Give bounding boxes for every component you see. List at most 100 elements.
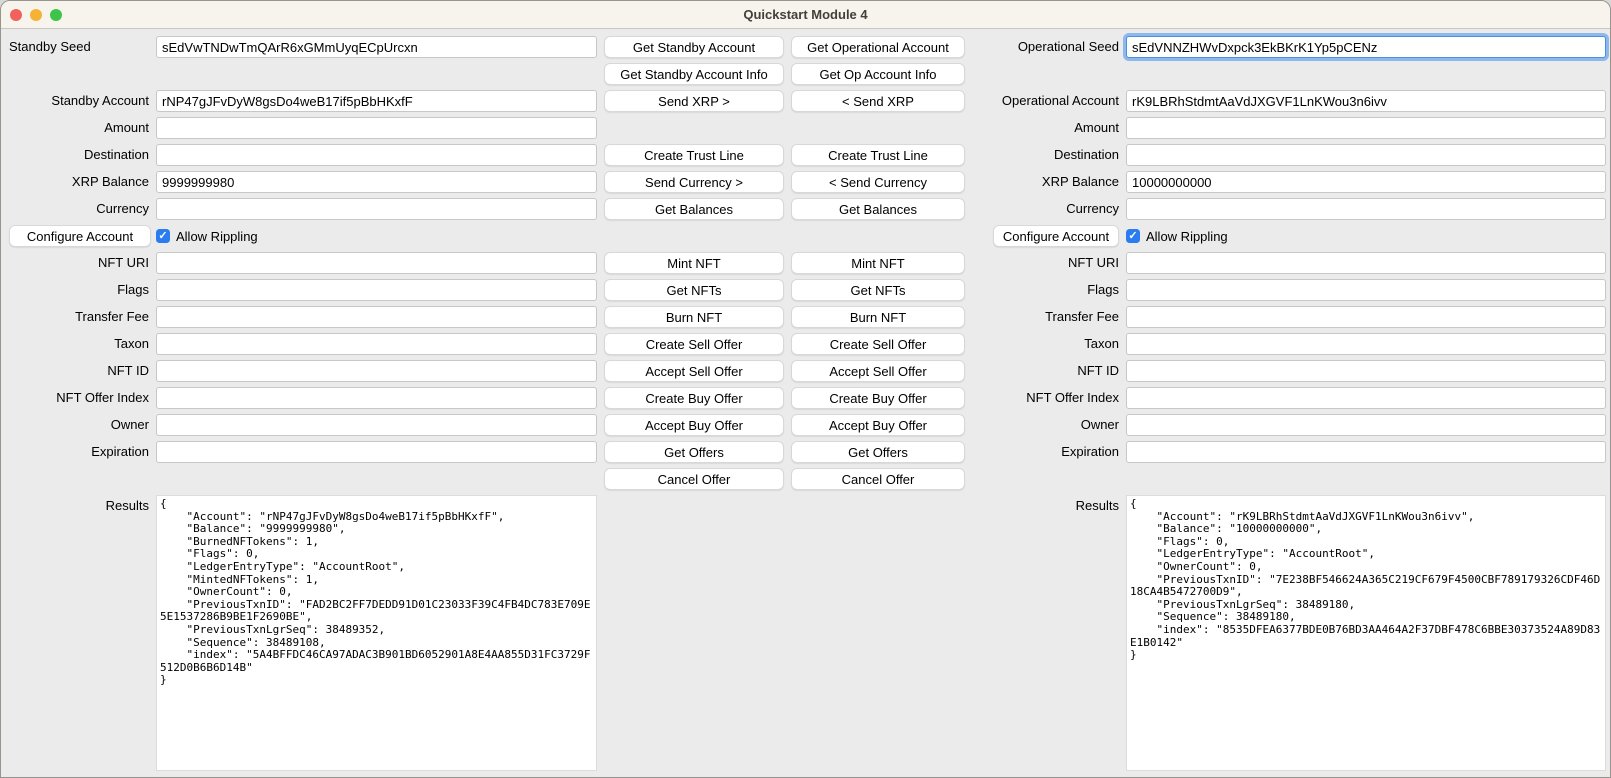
operational-nft-id-input[interactable] — [1126, 360, 1606, 382]
standby-xrp-balance-label: XRP Balance — [71, 174, 149, 189]
row-expiration: Expiration Get Offers Get Offers Expirat… — [9, 441, 1606, 463]
standby-expiration-input[interactable] — [156, 441, 597, 463]
operational-amount-label: Amount — [1074, 120, 1119, 135]
row-xrp-balance: XRP Balance Send Currency > < Send Curre… — [9, 171, 1606, 193]
get-operational-account-button[interactable]: Get Operational Account — [791, 36, 965, 58]
window-controls — [10, 9, 62, 21]
standby-destination-input[interactable] — [156, 144, 597, 166]
operational-get-offers-button[interactable]: Get Offers — [791, 441, 965, 463]
standby-nft-offer-index-input[interactable] — [156, 387, 597, 409]
standby-burn-nft-button[interactable]: Burn NFT — [604, 306, 784, 328]
operational-allow-rippling-checkbox[interactable]: ✓ — [1126, 229, 1140, 243]
standby-get-nfts-button[interactable]: Get NFTs — [604, 279, 784, 301]
operational-owner-input[interactable] — [1126, 414, 1606, 436]
operational-taxon-label: Taxon — [1084, 336, 1119, 351]
row-seed: Standby Seed Get Standby Account Get Ope… — [9, 36, 1606, 58]
operational-send-currency-button[interactable]: < Send Currency — [791, 171, 965, 193]
standby-results-label: Results — [105, 498, 149, 513]
operational-accept-buy-offer-button[interactable]: Accept Buy Offer — [791, 414, 965, 436]
standby-flags-input[interactable] — [156, 279, 597, 301]
standby-xrp-balance-input[interactable] — [156, 171, 597, 193]
checkmark-icon: ✓ — [158, 230, 168, 242]
operational-amount-input[interactable] — [1126, 117, 1606, 139]
standby-account-input[interactable] — [156, 90, 597, 112]
row-amount: Amount Amount — [9, 117, 1606, 139]
operational-create-buy-offer-button[interactable]: Create Buy Offer — [791, 387, 965, 409]
operational-account-label: Operational Account — [1001, 93, 1119, 108]
operational-create-trust-line-button[interactable]: Create Trust Line — [791, 144, 965, 166]
operational-allow-rippling-label: Allow Rippling — [1146, 228, 1228, 244]
standby-flags-label: Flags — [117, 282, 149, 297]
standby-nft-uri-label: NFT URI — [97, 255, 149, 270]
standby-allow-rippling: ✓ Allow Rippling — [156, 225, 597, 247]
get-op-account-info-button[interactable]: Get Op Account Info — [791, 63, 965, 85]
standby-send-xrp-button[interactable]: Send XRP > — [604, 90, 784, 112]
operational-seed-input[interactable] — [1126, 36, 1606, 58]
standby-create-sell-offer-button[interactable]: Create Sell Offer — [604, 333, 784, 355]
operational-nft-offer-index-input[interactable] — [1126, 387, 1606, 409]
standby-create-trust-line-button[interactable]: Create Trust Line — [604, 144, 784, 166]
close-button[interactable] — [10, 9, 22, 21]
operational-configure-account-button[interactable]: Configure Account — [993, 225, 1119, 247]
standby-taxon-label: Taxon — [114, 336, 149, 351]
operational-flags-input[interactable] — [1126, 279, 1606, 301]
operational-destination-input[interactable] — [1126, 144, 1606, 166]
operational-nft-id-label: NFT ID — [1077, 363, 1119, 378]
get-standby-account-info-button[interactable]: Get Standby Account Info — [604, 63, 784, 85]
row-transfer-fee: Transfer Fee Burn NFT Burn NFT Transfer … — [9, 306, 1606, 328]
operational-burn-nft-button[interactable]: Burn NFT — [791, 306, 965, 328]
operational-create-sell-offer-button[interactable]: Create Sell Offer — [791, 333, 965, 355]
standby-seed-input[interactable] — [156, 36, 597, 58]
standby-currency-input[interactable] — [156, 198, 597, 220]
standby-cancel-offer-button[interactable]: Cancel Offer — [604, 468, 784, 490]
standby-owner-label: Owner — [110, 417, 149, 432]
operational-currency-label: Currency — [1066, 201, 1119, 216]
row-account-info: Get Standby Account Info Get Op Account … — [9, 63, 1604, 85]
get-standby-account-button[interactable]: Get Standby Account — [604, 36, 784, 58]
checkmark-icon: ✓ — [1128, 230, 1138, 242]
titlebar: Quickstart Module 4 — [1, 1, 1610, 29]
operational-xrp-balance-input[interactable] — [1126, 171, 1606, 193]
standby-accept-sell-offer-button[interactable]: Accept Sell Offer — [604, 360, 784, 382]
standby-amount-label: Amount — [104, 120, 149, 135]
operational-nft-offer-index-label: NFT Offer Index — [1026, 390, 1119, 405]
standby-account-label: Standby Account — [51, 93, 149, 108]
standby-mint-nft-button[interactable]: Mint NFT — [604, 252, 784, 274]
row-destination: Destination Create Trust Line Create Tru… — [9, 144, 1606, 166]
operational-get-balances-button[interactable]: Get Balances — [791, 198, 965, 220]
row-flags: Flags Get NFTs Get NFTs Flags — [9, 279, 1606, 301]
operational-currency-input[interactable] — [1126, 198, 1606, 220]
operational-expiration-input[interactable] — [1126, 441, 1606, 463]
standby-nft-id-label: NFT ID — [107, 363, 149, 378]
operational-results-textarea[interactable]: { "Account": "rK9LBRhStdmtAaVdJXGVF1LnKW… — [1126, 495, 1606, 771]
zoom-button[interactable] — [50, 9, 62, 21]
operational-send-xrp-button[interactable]: < Send XRP — [791, 90, 965, 112]
standby-get-balances-button[interactable]: Get Balances — [604, 198, 784, 220]
standby-results-textarea[interactable]: { "Account": "rNP47gJFvDyW8gsDo4weB17if5… — [156, 495, 597, 771]
operational-transfer-fee-input[interactable] — [1126, 306, 1606, 328]
standby-get-offers-button[interactable]: Get Offers — [604, 441, 784, 463]
standby-configure-account-button[interactable]: Configure Account — [9, 225, 151, 247]
standby-taxon-input[interactable] — [156, 333, 597, 355]
standby-owner-input[interactable] — [156, 414, 597, 436]
operational-results-label: Results — [1075, 498, 1119, 513]
minimize-button[interactable] — [30, 9, 42, 21]
standby-send-currency-button[interactable]: Send Currency > — [604, 171, 784, 193]
standby-nft-id-input[interactable] — [156, 360, 597, 382]
operational-mint-nft-button[interactable]: Mint NFT — [791, 252, 965, 274]
operational-xrp-balance-label: XRP Balance — [1041, 174, 1119, 189]
operational-nft-uri-input[interactable] — [1126, 252, 1606, 274]
standby-amount-input[interactable] — [156, 117, 597, 139]
operational-flags-label: Flags — [1087, 282, 1119, 297]
standby-accept-buy-offer-button[interactable]: Accept Buy Offer — [604, 414, 784, 436]
operational-get-nfts-button[interactable]: Get NFTs — [791, 279, 965, 301]
standby-nft-uri-input[interactable] — [156, 252, 597, 274]
operational-cancel-offer-button[interactable]: Cancel Offer — [791, 468, 965, 490]
operational-accept-sell-offer-button[interactable]: Accept Sell Offer — [791, 360, 965, 382]
row-taxon: Taxon Create Sell Offer Create Sell Offe… — [9, 333, 1606, 355]
operational-taxon-input[interactable] — [1126, 333, 1606, 355]
standby-create-buy-offer-button[interactable]: Create Buy Offer — [604, 387, 784, 409]
standby-allow-rippling-checkbox[interactable]: ✓ — [156, 229, 170, 243]
standby-transfer-fee-input[interactable] — [156, 306, 597, 328]
operational-account-input[interactable] — [1126, 90, 1606, 112]
